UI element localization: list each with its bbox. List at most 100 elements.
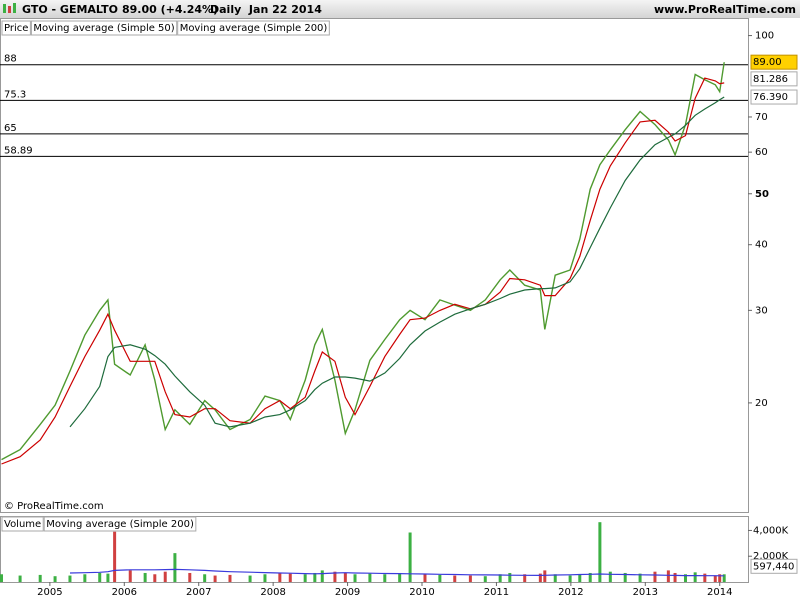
y-tick-label: 60 xyxy=(755,147,768,158)
legend-box xyxy=(1,516,44,532)
volume-bar xyxy=(263,574,267,582)
volume-bar xyxy=(278,572,282,582)
volume-bar xyxy=(203,574,207,582)
volume-bar xyxy=(423,574,427,582)
volume-bar xyxy=(0,574,3,582)
x-tick-label: 2013 xyxy=(633,587,658,598)
period: Daily Jan 22 2014 xyxy=(210,3,322,16)
volume-bar xyxy=(523,574,527,582)
x-tick-label: 2011 xyxy=(484,587,509,598)
volume-bar xyxy=(453,575,457,582)
volume-bar xyxy=(228,574,232,582)
last-value-box xyxy=(750,558,798,574)
volume-bar xyxy=(18,575,22,582)
level-label: 65 xyxy=(4,123,17,134)
y-tick-label: 20 xyxy=(755,398,768,409)
volume-bar xyxy=(653,571,657,582)
source: www.ProRealTime.com xyxy=(654,3,796,16)
volume-bar xyxy=(38,574,42,582)
volume-bar xyxy=(343,572,347,582)
volume-bar xyxy=(173,553,177,582)
volume-bar xyxy=(128,570,132,582)
volume-bar xyxy=(163,571,167,582)
legend-label: Volume xyxy=(4,519,41,530)
legend-label: Moving average (Simple 50) xyxy=(33,23,174,34)
volume-bar xyxy=(673,572,677,582)
volume-bar xyxy=(83,574,87,582)
volume-bar xyxy=(383,574,387,582)
price-line xyxy=(1,62,725,461)
volume-bar xyxy=(683,574,687,582)
last-value-box xyxy=(750,54,798,70)
volume-bar xyxy=(188,572,192,582)
volume-bar xyxy=(106,573,110,582)
legend-label: Price xyxy=(4,23,28,34)
x-tick-label: 2009 xyxy=(335,587,360,598)
last-value-label: 597,440 xyxy=(753,561,794,572)
x-tick-label: 2006 xyxy=(112,587,137,598)
icon xyxy=(13,3,16,13)
volume-bar xyxy=(53,576,57,582)
volume-bar xyxy=(578,574,582,582)
volume-bar xyxy=(713,575,717,582)
icon xyxy=(8,6,11,13)
volume-bar xyxy=(538,573,542,582)
last-value-label: 76.390 xyxy=(753,92,788,103)
volume-bar xyxy=(320,570,324,582)
x-tick-label: 2010 xyxy=(409,587,434,598)
volume-bar xyxy=(638,573,642,582)
header-bar xyxy=(0,0,800,18)
volume-bar xyxy=(288,573,292,582)
last-value-label: 81.286 xyxy=(753,74,788,85)
ma-line xyxy=(69,96,725,428)
icon xyxy=(3,4,6,13)
y-tick-label: 50 xyxy=(755,189,769,200)
x-tick-label: 2005 xyxy=(37,587,62,598)
y-tick-label: 4,000K xyxy=(753,525,789,536)
volume-bar xyxy=(313,572,317,582)
volume-bar xyxy=(498,574,502,582)
volume-bar xyxy=(153,574,157,582)
level-label: 75.3 xyxy=(4,89,26,100)
last-value-box xyxy=(750,89,798,105)
last-value-box xyxy=(750,71,798,87)
volume-bar xyxy=(333,571,337,582)
volume-bar xyxy=(588,572,592,582)
volume-bar xyxy=(303,574,307,582)
volume-panel xyxy=(0,516,749,583)
volume-bar xyxy=(568,575,572,582)
volume-bar xyxy=(543,570,547,582)
legend-box xyxy=(177,20,330,36)
x-tick-label: 2014 xyxy=(707,587,732,598)
level-label: 58.89 xyxy=(4,145,33,156)
chart-title: GTO - GEMALTO xyxy=(22,3,118,16)
last-value-label: 89.00 xyxy=(753,57,782,68)
volume-bar xyxy=(468,575,472,582)
volume-bar xyxy=(693,572,697,582)
volume-bar xyxy=(508,572,512,582)
volume-bar xyxy=(143,572,147,582)
volume-bar xyxy=(722,574,726,582)
volume-bar xyxy=(703,573,707,582)
legend-box xyxy=(1,20,31,36)
volume-bar xyxy=(718,574,722,582)
volume-bar xyxy=(408,532,412,582)
y-tick-label: 2,000K xyxy=(753,551,789,562)
volume-bar xyxy=(368,573,372,582)
volume-bar xyxy=(608,571,612,582)
y-tick-label: 70 xyxy=(755,112,768,123)
legend-box xyxy=(43,516,197,532)
volume-bar xyxy=(598,522,602,582)
y-tick-label: 100 xyxy=(755,31,774,42)
watermark: © ProRealTime.com xyxy=(4,501,104,512)
volume-bar xyxy=(438,574,442,582)
ma-line xyxy=(1,77,725,465)
quote: 89.00 (+4.24%) xyxy=(122,3,218,16)
x-tick-label: 2008 xyxy=(260,587,285,598)
volume-bar xyxy=(623,572,627,582)
y-tick-label: 40 xyxy=(755,240,768,251)
legend-box xyxy=(30,20,178,36)
volume-bar xyxy=(666,570,670,582)
level-label: 88 xyxy=(4,54,17,65)
